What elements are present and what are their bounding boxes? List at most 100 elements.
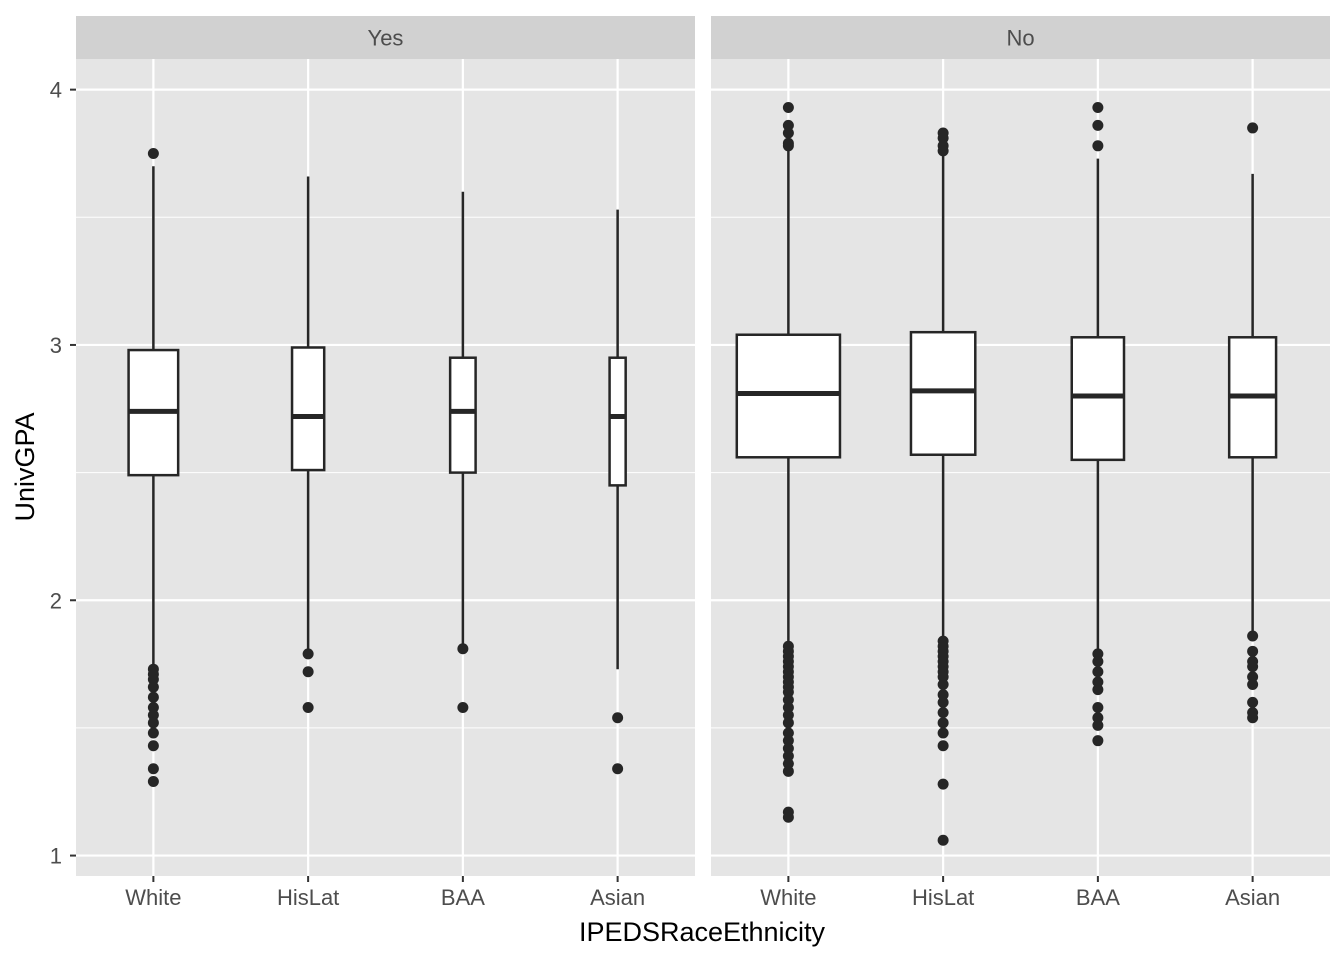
- outlier-point: [1092, 701, 1104, 713]
- y-tick-label-4: 4: [50, 78, 62, 103]
- outlier-point: [937, 145, 949, 157]
- outlier-point: [457, 701, 469, 713]
- box-iqr: [448, 356, 477, 474]
- outlier-point: [937, 679, 949, 691]
- outlier-point: [782, 102, 794, 114]
- outlier-point: [937, 834, 949, 846]
- box-baa: [448, 191, 477, 713]
- outlier-point: [147, 701, 159, 713]
- x-axis-title: IPEDSRaceEthnicity: [579, 917, 826, 947]
- outlier-point: [782, 140, 794, 152]
- outlier-point: [782, 750, 794, 762]
- outlier-point: [782, 727, 794, 739]
- facet-strip: [76, 16, 695, 59]
- outlier-point: [1092, 666, 1104, 678]
- box-hislat: [909, 127, 977, 846]
- outlier-point: [937, 740, 949, 752]
- box-iqr: [290, 346, 326, 472]
- outlier-point: [147, 776, 159, 788]
- box-asian: [1227, 122, 1278, 724]
- outlier-point: [612, 763, 624, 775]
- outlier-point: [782, 811, 794, 823]
- x-tick-label-baa: BAA: [441, 885, 485, 910]
- outlier-point: [782, 765, 794, 777]
- outlier-point: [612, 712, 624, 724]
- outlier-point: [782, 119, 794, 131]
- outlier-point: [302, 701, 314, 713]
- box-iqr: [608, 356, 627, 487]
- outlier-point: [147, 709, 159, 721]
- outlier-point: [937, 689, 949, 701]
- facet-panel-no: No White HisLat BAA Asian: [711, 16, 1330, 910]
- outlier-point: [457, 643, 469, 655]
- x-tick-label-asian: Asian: [1225, 885, 1280, 910]
- box-white: [127, 147, 180, 788]
- outlier-point: [302, 666, 314, 678]
- outlier-point: [782, 742, 794, 754]
- outlier-point: [1247, 679, 1259, 691]
- outlier-point: [937, 778, 949, 790]
- x-tick-label-white: White: [125, 885, 181, 910]
- outlier-point: [782, 735, 794, 747]
- outlier-point: [1247, 122, 1259, 134]
- box-white: [735, 102, 842, 823]
- outlier-point: [302, 648, 314, 660]
- y-tick-label-2: 2: [50, 588, 62, 613]
- outlier-point: [1092, 719, 1104, 731]
- box-asian: [608, 209, 627, 775]
- outlier-point: [1247, 645, 1259, 657]
- outlier-point: [1092, 102, 1104, 114]
- outlier-point: [1247, 671, 1259, 683]
- outlier-point: [1247, 661, 1259, 673]
- outlier-point: [782, 694, 794, 706]
- outlier-point: [1092, 684, 1104, 696]
- outlier-point: [782, 717, 794, 729]
- outlier-point: [1092, 676, 1104, 688]
- y-tick-label-1: 1: [50, 844, 62, 869]
- outlier-point: [1092, 648, 1104, 660]
- outlier-point: [1092, 712, 1104, 724]
- outlier-point: [1092, 140, 1104, 152]
- outlier-point: [782, 758, 794, 770]
- outlier-point: [937, 717, 949, 729]
- outlier-point: [782, 127, 794, 139]
- outlier-point: [147, 147, 159, 159]
- outlier-point: [782, 709, 794, 721]
- box-iqr: [909, 330, 977, 456]
- outlier-point: [937, 707, 949, 719]
- outlier-point: [147, 763, 159, 775]
- outlier-point: [937, 671, 949, 683]
- facet-strip: [711, 16, 1330, 59]
- x-tick-label-baa: BAA: [1076, 885, 1120, 910]
- box-iqr: [1070, 336, 1126, 462]
- outlier-point: [1247, 630, 1259, 642]
- outlier-point: [1247, 712, 1259, 724]
- outlier-point: [147, 691, 159, 703]
- box-baa: [1070, 102, 1126, 747]
- outlier-point: [1092, 735, 1104, 747]
- outlier-point: [147, 681, 159, 693]
- x-tick-label-hislat: HisLat: [277, 885, 339, 910]
- facet-strip-label: Yes: [368, 26, 404, 51]
- y-axis-title: UnivGPA: [10, 412, 40, 521]
- outlier-point: [147, 717, 159, 729]
- outlier-point: [937, 696, 949, 708]
- outlier-point: [937, 727, 949, 739]
- box-iqr: [735, 333, 842, 459]
- box-hislat: [290, 176, 326, 713]
- y-tick-label-3: 3: [50, 333, 62, 358]
- facet-strip-label: No: [1006, 26, 1034, 51]
- x-tick-label-hislat: HisLat: [912, 885, 974, 910]
- outlier-point: [937, 132, 949, 144]
- panel-background: [711, 59, 1330, 876]
- outlier-point: [782, 686, 794, 698]
- outlier-point: [147, 727, 159, 739]
- facet-panel-yes: Yes White HisLat BAA Asian: [76, 16, 695, 910]
- outlier-point: [1092, 119, 1104, 131]
- x-tick-label-asian: Asian: [590, 885, 645, 910]
- outlier-point: [782, 701, 794, 713]
- outlier-point: [147, 740, 159, 752]
- x-tick-label-white: White: [760, 885, 816, 910]
- outlier-point: [147, 673, 159, 685]
